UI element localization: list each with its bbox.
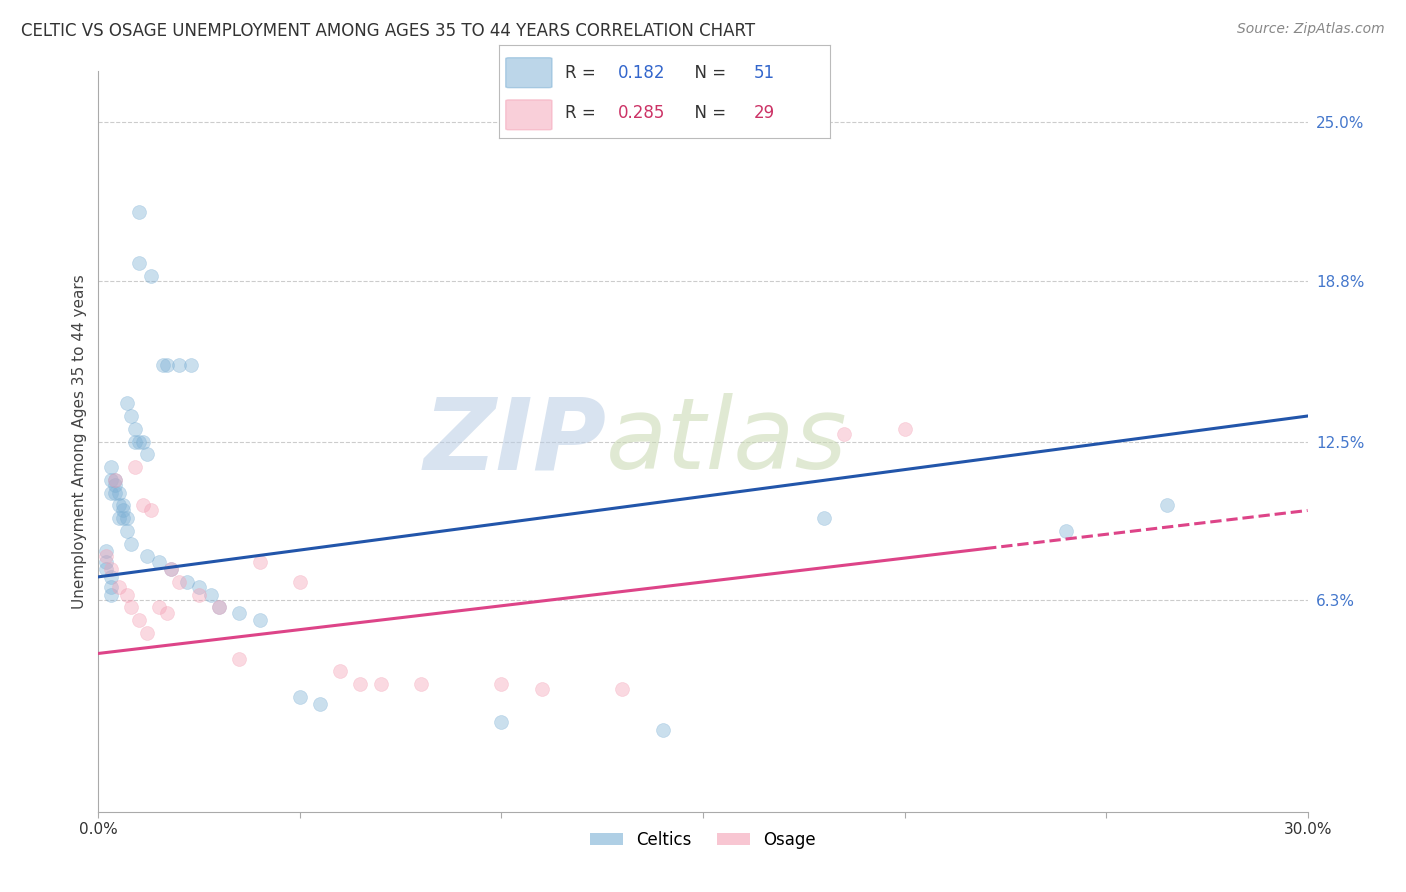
Point: [120, 536, 142, 550]
Point: [107, 485, 129, 500]
Point: [124, 434, 146, 449]
Point: [111, 503, 134, 517]
Point: [103, 473, 125, 487]
Point: [135, 447, 157, 461]
Point: [208, 600, 231, 615]
Point: [132, 499, 155, 513]
Point: [188, 588, 211, 602]
Point: [115, 588, 138, 602]
Point: [135, 626, 157, 640]
Point: [156, 606, 179, 620]
Point: [103, 473, 125, 487]
Legend: Celtics, Osage: Celtics, Osage: [583, 824, 823, 855]
Point: [288, 574, 311, 589]
Point: [120, 600, 142, 615]
Text: CELTIC VS OSAGE UNEMPLOYMENT AMONG AGES 35 TO 44 YEARS CORRELATION CHART: CELTIC VS OSAGE UNEMPLOYMENT AMONG AGES …: [21, 22, 755, 40]
Point: [176, 574, 198, 589]
Point: [100, 562, 122, 576]
Point: [160, 562, 183, 576]
Point: [832, 426, 855, 441]
Point: [139, 503, 162, 517]
Point: [107, 499, 129, 513]
Point: [128, 434, 150, 449]
Point: [1156, 499, 1178, 513]
Point: [180, 358, 202, 372]
Point: [228, 651, 250, 665]
Point: [128, 204, 150, 219]
Text: R =: R =: [565, 63, 602, 82]
Point: [208, 600, 231, 615]
Point: [96, 544, 118, 558]
Text: atlas: atlas: [606, 393, 848, 490]
Point: [107, 511, 129, 525]
Point: [167, 358, 190, 372]
Point: [288, 690, 311, 704]
Point: [160, 562, 183, 576]
Point: [103, 485, 125, 500]
Point: [167, 574, 190, 589]
Point: [491, 677, 513, 691]
Point: [96, 555, 118, 569]
Point: [96, 549, 118, 564]
Point: [148, 600, 170, 615]
Point: [349, 677, 371, 691]
Point: [100, 580, 122, 594]
Point: [156, 358, 179, 372]
Point: [111, 499, 134, 513]
Point: [491, 715, 513, 730]
Y-axis label: Unemployment Among Ages 35 to 44 years: Unemployment Among Ages 35 to 44 years: [72, 274, 87, 609]
Point: [329, 665, 352, 679]
Text: 0.182: 0.182: [619, 63, 665, 82]
Point: [893, 422, 915, 436]
Point: [200, 588, 222, 602]
Point: [124, 460, 146, 475]
Point: [100, 473, 122, 487]
Text: 51: 51: [754, 63, 775, 82]
Point: [249, 555, 271, 569]
Point: [152, 358, 174, 372]
Point: [100, 570, 122, 584]
FancyBboxPatch shape: [506, 100, 553, 130]
Text: ZIP: ZIP: [423, 393, 606, 490]
Point: [132, 434, 155, 449]
Point: [651, 723, 673, 737]
Text: N =: N =: [685, 63, 731, 82]
Point: [249, 613, 271, 627]
Point: [128, 613, 150, 627]
Point: [115, 396, 138, 410]
Point: [115, 524, 138, 538]
Point: [409, 677, 432, 691]
Point: [107, 580, 129, 594]
Point: [100, 460, 122, 475]
Point: [139, 268, 162, 283]
Text: Source: ZipAtlas.com: Source: ZipAtlas.com: [1237, 22, 1385, 37]
Point: [188, 580, 211, 594]
Point: [124, 422, 146, 436]
Point: [111, 511, 134, 525]
Point: [370, 677, 392, 691]
Point: [1054, 524, 1077, 538]
Point: [530, 682, 553, 697]
Point: [128, 256, 150, 270]
Text: 0.285: 0.285: [619, 104, 665, 122]
Point: [100, 485, 122, 500]
Point: [115, 511, 138, 525]
Point: [96, 562, 118, 576]
Text: N =: N =: [685, 104, 731, 122]
Point: [309, 698, 332, 712]
Point: [100, 588, 122, 602]
Point: [612, 682, 634, 697]
Point: [148, 555, 170, 569]
Point: [228, 606, 250, 620]
Point: [103, 478, 125, 492]
Point: [813, 511, 835, 525]
Point: [135, 549, 157, 564]
Text: 29: 29: [754, 104, 775, 122]
FancyBboxPatch shape: [506, 58, 553, 87]
Point: [120, 409, 142, 423]
Text: R =: R =: [565, 104, 602, 122]
